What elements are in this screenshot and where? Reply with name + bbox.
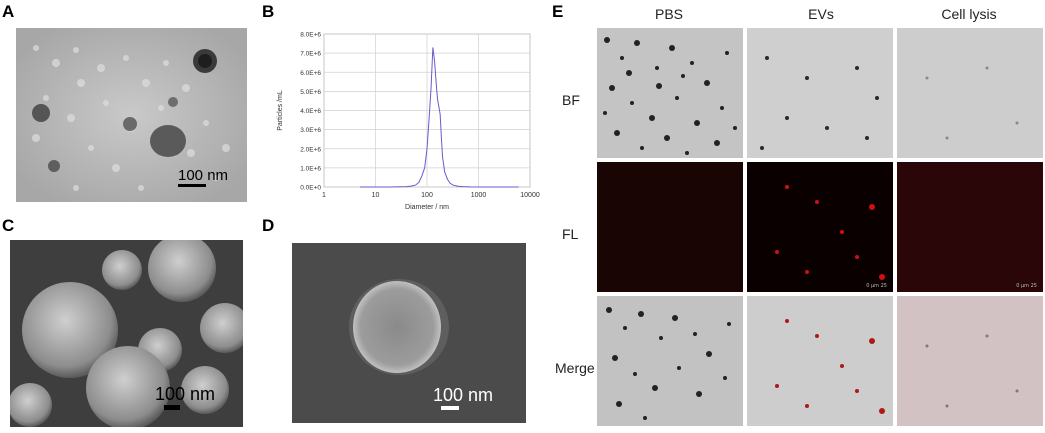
y-tick-label: 7.0E+6 xyxy=(300,51,321,58)
column-title-cell-lysis: Cell lysis xyxy=(941,6,997,22)
x-tick-label: 100 xyxy=(421,192,433,199)
x-tick-label: 10000 xyxy=(520,192,540,199)
y-tick-label: 5.0E+6 xyxy=(300,89,321,96)
y-tick-label: 8.0E+6 xyxy=(300,32,321,39)
y-tick-label: 4.0E+6 xyxy=(300,108,321,115)
scale-bar-d xyxy=(441,406,459,410)
panel-label-b: B xyxy=(262,2,275,21)
tem-micrograph xyxy=(16,28,247,202)
sem-image-c xyxy=(10,240,243,427)
sem-micrograph-d xyxy=(292,243,526,423)
y-axis-label: Particles /mL xyxy=(277,90,284,131)
scale-bar-a xyxy=(178,184,206,187)
speckle-image xyxy=(775,319,885,414)
tile-pbs-fl xyxy=(597,162,743,292)
speckle-image xyxy=(760,56,879,150)
x-tick-label: 1000 xyxy=(471,192,487,199)
column-title-pbs: PBS xyxy=(654,6,683,22)
y-tick-label: 2.0E+6 xyxy=(300,146,321,153)
tile-evs-merge xyxy=(747,296,893,426)
tile-evs-fl: 0 μm 25 xyxy=(747,162,893,292)
tile-pbs-bf xyxy=(597,28,743,158)
row-title-fl: FL xyxy=(562,226,579,242)
x-tick-label: 1 xyxy=(322,192,326,199)
tile-lysis-bf xyxy=(897,28,1043,158)
row-title-bf: BF xyxy=(562,92,580,108)
y-tick-label: 6.0E+6 xyxy=(300,70,321,77)
row-title-merge: Merge xyxy=(555,360,595,376)
tile-scale-label: 0 μm 25 xyxy=(866,283,887,289)
panel-label-d: D xyxy=(262,216,275,235)
scale-label-a: 100 nm xyxy=(178,167,229,184)
scale-label-d: 100 nm xyxy=(433,385,494,405)
tile-lysis-fl: 0 μm 25 xyxy=(897,162,1043,292)
x-tick-label: 10 xyxy=(372,192,380,199)
speckle-image xyxy=(925,66,1019,140)
sem-image-d xyxy=(292,243,526,423)
y-tick-label: 0.0E+0 xyxy=(300,185,321,192)
speckle-image xyxy=(606,307,731,420)
scale-bar-c xyxy=(164,405,180,410)
series-line xyxy=(360,47,519,188)
column-title-evs: EVs xyxy=(808,6,834,22)
panel-label-c: C xyxy=(2,216,15,235)
tile-evs-bf xyxy=(747,28,893,158)
sem-micrograph-c xyxy=(10,240,243,427)
speckle-image xyxy=(925,334,1019,408)
size-distribution-chart: 0.0E+0 1.0E+6 2.0E+6 3.0E+6 4.0E+6 5.0E+6 6.0E… xyxy=(277,32,540,212)
panel-label-e: E xyxy=(552,2,564,21)
tile-scale-label: 0 μm 25 xyxy=(1016,283,1037,289)
tile-lysis-merge xyxy=(897,296,1043,426)
speckle-image xyxy=(603,37,737,155)
y-tick-label: 1.0E+6 xyxy=(300,165,321,172)
panel-label-a: A xyxy=(2,2,15,21)
tem-image xyxy=(16,28,247,202)
scale-label-c: 100 nm xyxy=(155,384,216,404)
y-tick-label: 3.0E+6 xyxy=(300,127,321,134)
tile-pbs-merge xyxy=(597,296,743,426)
fluorescence-image xyxy=(775,185,885,280)
x-axis-label: Diameter / nm xyxy=(405,204,449,211)
